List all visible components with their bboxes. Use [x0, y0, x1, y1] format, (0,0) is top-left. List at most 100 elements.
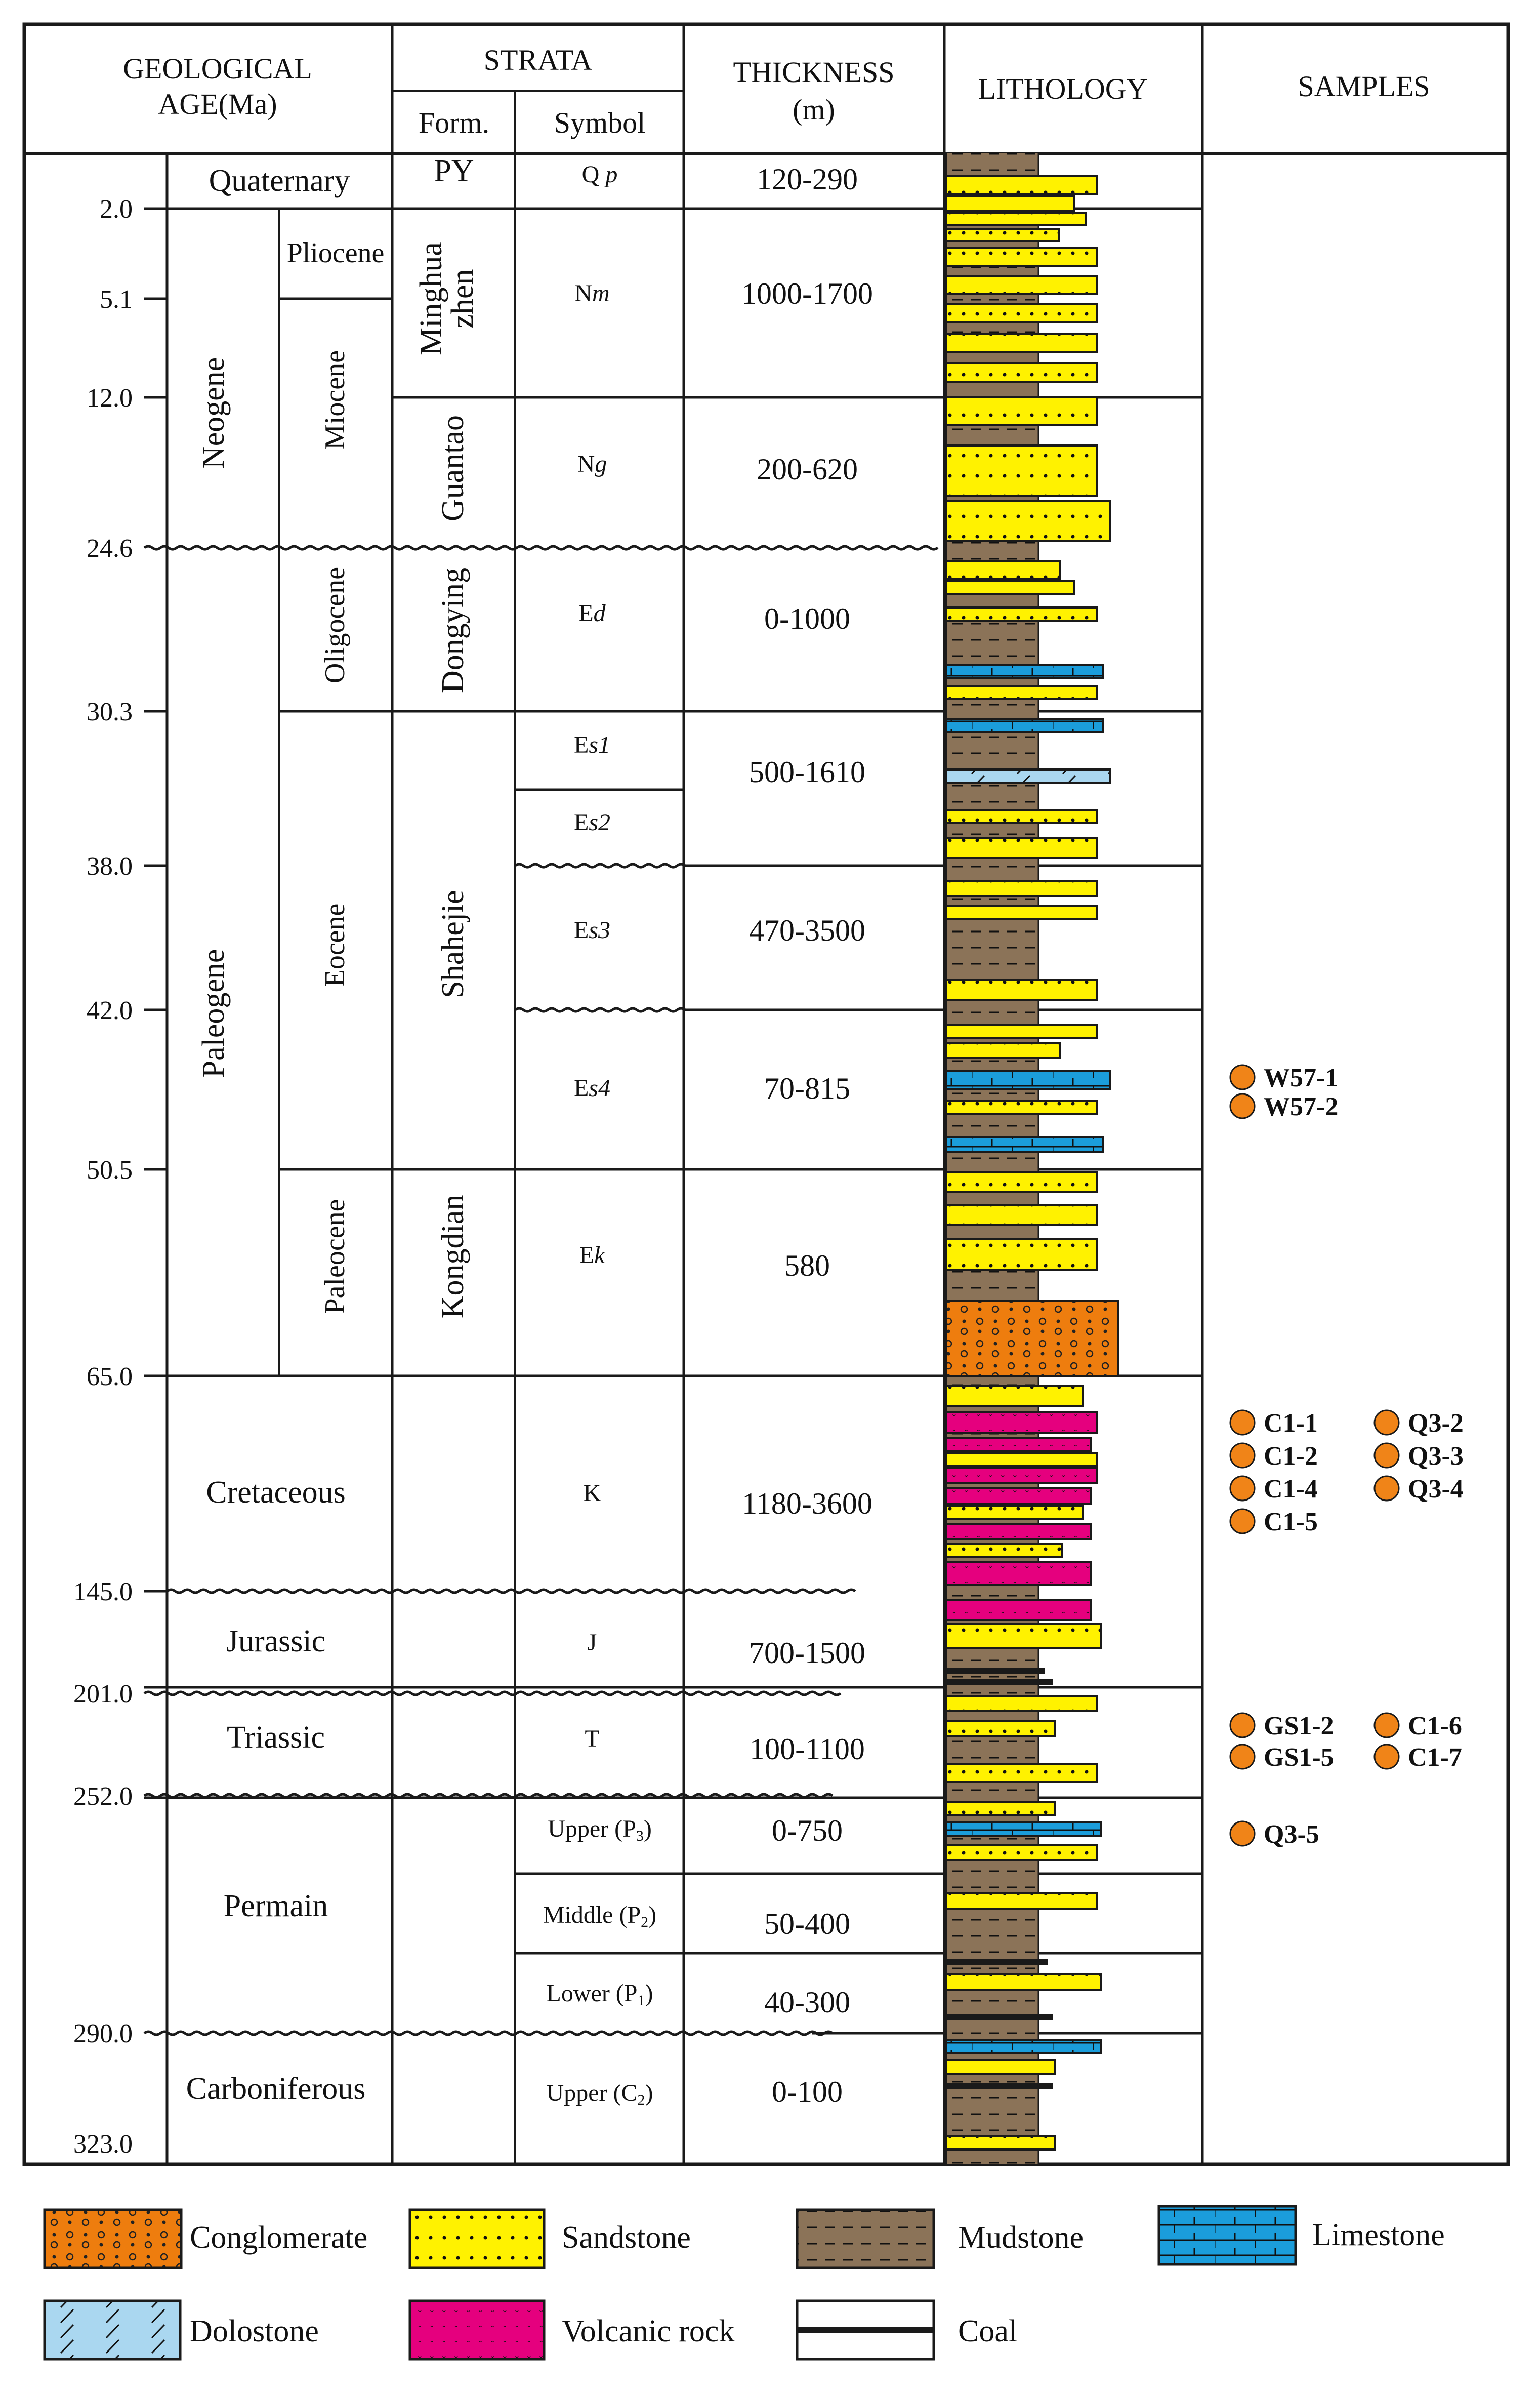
epoch-miocene: Miocene: [319, 350, 351, 450]
sandstone-bed: [945, 1892, 1098, 1910]
epoch-eocene: Eocene: [319, 904, 351, 987]
sample-c1-7: C1-7: [1373, 1743, 1462, 1772]
thickness-ed: 0-1000: [764, 602, 850, 635]
svg-text:Sandstone: Sandstone: [562, 2220, 691, 2255]
svg-text:C1-1: C1-1: [1264, 1409, 1318, 1438]
sample-c1-2: C1-2: [1229, 1442, 1318, 1471]
symbol-c2: Upper (C2): [547, 2080, 653, 2109]
sandstone-bed: [945, 396, 1098, 426]
sandstone-bed: [945, 1171, 1098, 1193]
limestone-bed: [945, 2039, 1102, 2054]
legend-item-sandstone: Sandstone: [408, 2208, 691, 2269]
header-thickness-2: (m): [793, 93, 835, 126]
legend-item-dolostone: Dolostone: [43, 2299, 319, 2361]
formation-shahejie: Shahejie: [436, 890, 470, 998]
sandstone-bed: [945, 1238, 1098, 1271]
table-frame: [22, 22, 1510, 2166]
sandstone-bed: [945, 1024, 1098, 1039]
age-tick-label: 201.0: [73, 1680, 133, 1709]
symbol-nm: Nm: [574, 280, 609, 307]
thickness-j: 700-1500: [749, 1636, 865, 1670]
sandstone-bed: [945, 1452, 1098, 1467]
sandstone-bed: [945, 1042, 1061, 1059]
sample-c1-1: C1-1: [1229, 1409, 1318, 1438]
symbol-ng: Ng: [577, 451, 607, 477]
period-carboniferous: Carboniferous: [186, 2072, 366, 2106]
thickness-p1: 40-300: [764, 1985, 850, 2019]
formation-dongying: Dongying: [436, 567, 470, 693]
lithology-column: [945, 153, 1119, 2164]
svg-text:Dolostone: Dolostone: [190, 2314, 319, 2348]
symbol-es2: Es2: [574, 809, 610, 836]
age-tick-label: 290.0: [73, 2019, 133, 2048]
limestone-bed: [945, 1070, 1111, 1090]
sandstone-bed: [945, 1973, 1102, 1991]
age-tick-label: 50.5: [87, 1156, 133, 1185]
thickness-t: 100-1100: [750, 1732, 865, 1766]
conglomerate-bed: [945, 1300, 1119, 1377]
sample-w57-2: W57-2: [1229, 1092, 1338, 1121]
thickness-nm: 1000-1700: [741, 277, 873, 310]
sandstone-bed: [945, 1720, 1056, 1737]
sandstone-bed: [945, 905, 1098, 920]
age-tick-label: 323.0: [73, 2130, 133, 2159]
sandstone-bed: [945, 1385, 1084, 1407]
svg-text:Limestone: Limestone: [1312, 2218, 1445, 2252]
volcanic-bed: [945, 1467, 1098, 1484]
thickness-p2: 50-400: [764, 1907, 850, 1940]
formation-guantao: Guantao: [436, 415, 470, 521]
svg-text:C1-7: C1-7: [1408, 1743, 1462, 1772]
sample-gs1-5: GS1-5: [1229, 1743, 1334, 1772]
sandstone-bed: [945, 1505, 1084, 1520]
sandstone-bed: [945, 979, 1098, 1001]
sample-c1-4: C1-4: [1229, 1475, 1318, 1504]
sandstone-bed: [945, 212, 1087, 226]
period-cretaceous: Cretaceous: [206, 1475, 345, 1510]
epoch-oligocene: Oligocene: [319, 567, 351, 683]
limestone-bed: [945, 1136, 1104, 1153]
sandstone-bed: [945, 1801, 1056, 1816]
svg-text:W57-2: W57-2: [1264, 1092, 1338, 1121]
symbol-j: J: [588, 1629, 597, 1656]
symbol-ed: Ed: [578, 600, 606, 627]
age-tick-label: 38.0: [87, 852, 133, 881]
period-jurassic: Jurassic: [226, 1624, 325, 1658]
symbol-p3: Upper (P3): [548, 1815, 652, 1844]
svg-text:C1-2: C1-2: [1264, 1442, 1318, 1471]
sandstone-bed: [945, 275, 1098, 295]
svg-text:Conglomerate: Conglomerate: [190, 2220, 367, 2255]
header-geological-age-1: GEOLOGICAL: [123, 52, 312, 85]
volcanic-bed: [945, 1523, 1092, 1540]
sandstone-bed: [945, 195, 1075, 212]
age-tick-label: 65.0: [87, 1362, 133, 1391]
period-neogene: Neogene: [196, 357, 231, 469]
symbol-ek: Ek: [579, 1242, 606, 1269]
legend-item-conglomerate: Conglomerate: [43, 2208, 367, 2269]
formation-minghuazhen-2: zhen: [445, 269, 480, 328]
volcanic-bed: [945, 1411, 1098, 1434]
svg-text:Mudstone: Mudstone: [958, 2220, 1084, 2255]
header-lithology: LITHOLOGY: [978, 72, 1147, 105]
age-tick-label: 42.0: [87, 996, 133, 1025]
sandstone-bed: [945, 1100, 1098, 1115]
sandstone-bed: [945, 362, 1098, 383]
header-symbol: Symbol: [554, 106, 646, 139]
svg-text:C1-5: C1-5: [1264, 1508, 1318, 1536]
thickness-qp: 120-290: [757, 163, 858, 196]
header-form: Form.: [419, 106, 489, 139]
dolostone-bed: [945, 768, 1111, 784]
sample-c1-6: C1-6: [1373, 1712, 1462, 1740]
svg-text:Q3-4: Q3-4: [1408, 1475, 1464, 1504]
svg-text:GS1-2: GS1-2: [1264, 1712, 1334, 1740]
svg-text:C1-4: C1-4: [1264, 1475, 1318, 1504]
symbol-es3: Es3: [574, 917, 610, 944]
legend-item-coal: Coal: [796, 2299, 1017, 2361]
volcanic-bed: [945, 1599, 1092, 1621]
svg-text:Q3-5: Q3-5: [1264, 1820, 1319, 1849]
sandstone-bed: [945, 500, 1111, 542]
samples-group: W57-1 W57-2 C1-1 C1-2 C1-4 C1-5 Q3-2 Q3-…: [1229, 1064, 1464, 1849]
sandstone-bed: [945, 228, 1060, 242]
svg-text:GS1-5: GS1-5: [1264, 1743, 1334, 1772]
volcanic-bed: [945, 1561, 1092, 1586]
